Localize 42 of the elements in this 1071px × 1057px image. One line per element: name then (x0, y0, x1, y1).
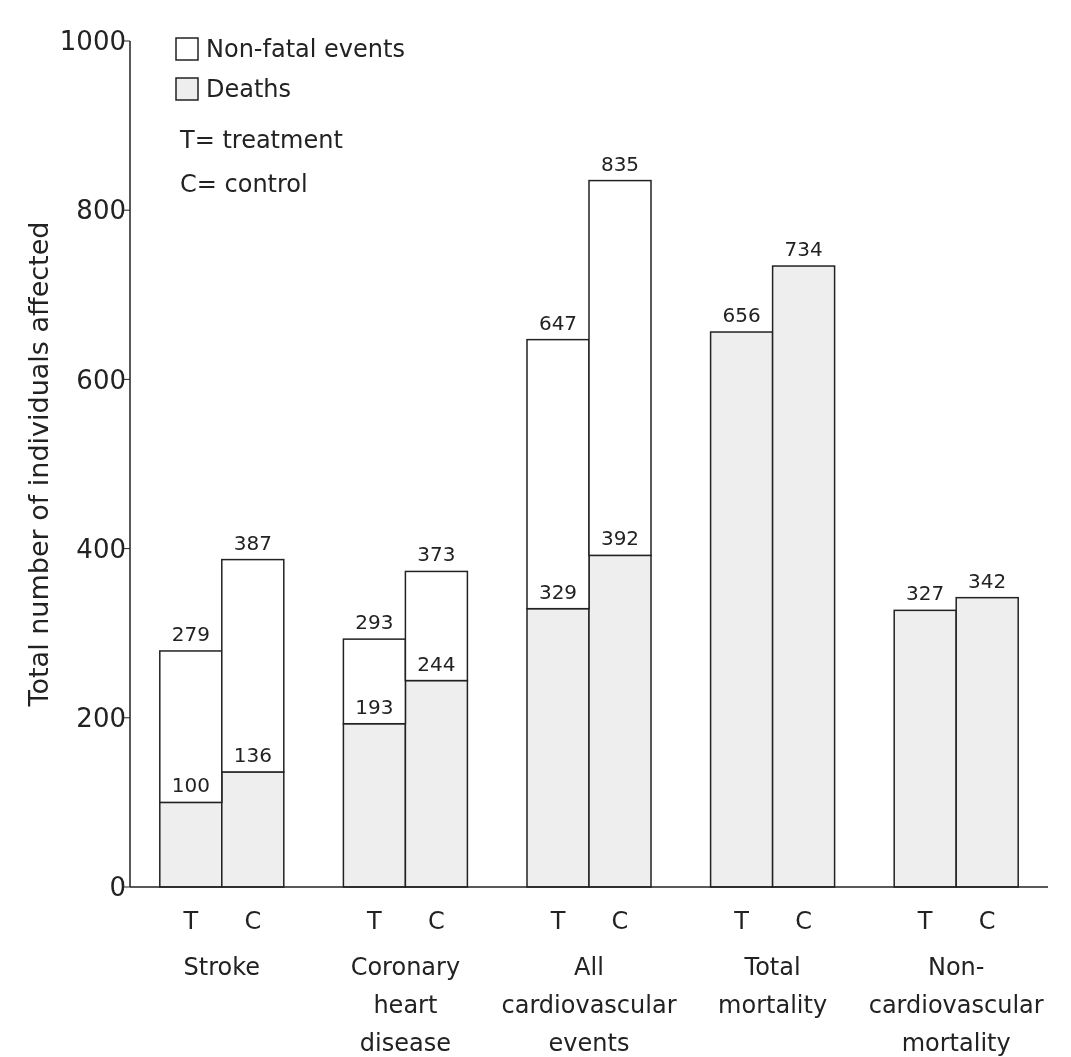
legend-label: Non-fatal events (206, 35, 405, 64)
text: All cardiovascular events (501, 953, 677, 1057)
y-tick-label: 400 (76, 533, 126, 564)
x-tick-label: T (733, 907, 750, 935)
data-label: 244 (417, 651, 456, 676)
y-tick-label: 600 (76, 364, 126, 395)
data-label: 136 (233, 742, 272, 767)
x-tick-label: T (916, 907, 933, 935)
y-tick-label: 1000 (59, 26, 126, 57)
data-label: 656 (722, 303, 761, 328)
total-label: 387 (233, 530, 272, 555)
total-label: 373 (417, 542, 456, 567)
x-tick-label: C (611, 907, 629, 935)
x-tick-label: C (244, 907, 262, 935)
data-label: 329 (538, 579, 578, 604)
legend-label: Deaths (206, 75, 292, 104)
x-tick-label: T (549, 907, 566, 935)
x-tick-label: T (366, 907, 383, 935)
x-tick-label: C (428, 907, 445, 935)
annotation: C= control (180, 170, 308, 199)
data-label: 100 (171, 773, 210, 798)
data-label: 734 (784, 237, 823, 262)
text: Total mortality (718, 953, 828, 1019)
text: Non- cardiovascular mortality (868, 953, 1044, 1057)
y-axis-title: Total number of individuals affected (23, 221, 54, 708)
y-tick-label: 0 (109, 872, 126, 903)
annotation: T= treatment (179, 126, 343, 155)
data-label: 392 (600, 526, 640, 551)
data-label: 342 (968, 568, 1007, 593)
text: Coronary heart disease (350, 953, 461, 1057)
total-label: 293 (355, 610, 394, 635)
x-tick-label: C (795, 907, 812, 935)
total-label: 647 (538, 310, 578, 335)
total-label: 279 (171, 621, 210, 646)
y-tick-label: 800 (76, 195, 126, 226)
total-label: 835 (600, 151, 640, 176)
data-label: 327 (906, 581, 945, 606)
text: Stroke (183, 953, 261, 981)
x-tick-label: T (182, 907, 199, 935)
data-label: 193 (355, 694, 394, 719)
x-tick-label: C (978, 907, 996, 935)
y-tick-label: 200 (76, 702, 126, 733)
